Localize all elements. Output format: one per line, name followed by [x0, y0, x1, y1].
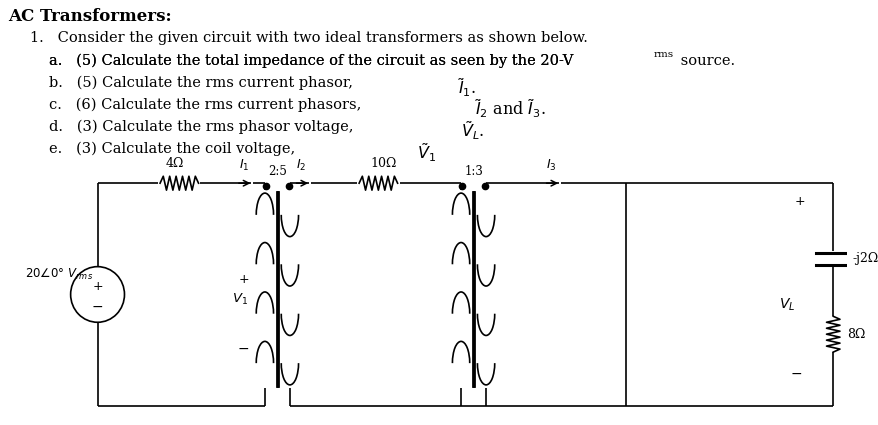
Text: 1:3: 1:3: [464, 165, 483, 178]
Text: −: −: [238, 342, 249, 356]
Text: $I_1$: $I_1$: [238, 158, 248, 173]
Text: -j2Ω: -j2Ω: [852, 252, 878, 265]
Text: c.   (6) Calculate the rms current phasors,: c. (6) Calculate the rms current phasors…: [49, 98, 366, 112]
Text: +: +: [92, 280, 103, 293]
Text: −: −: [790, 367, 802, 381]
Text: 8Ω: 8Ω: [846, 328, 864, 341]
Circle shape: [70, 266, 125, 322]
Text: $\tilde{I}_2$ and $\tilde{I}_3$.: $\tilde{I}_2$ and $\tilde{I}_3$.: [474, 98, 544, 120]
Text: $I_2$: $I_2$: [296, 158, 306, 173]
Text: −: −: [91, 299, 104, 313]
Text: $V_L$: $V_L$: [778, 296, 795, 313]
Text: a.   (5) Calculate the total impedance of the circuit as seen by the 20-V: a. (5) Calculate the total impedance of …: [49, 54, 573, 68]
Text: d.   (3) Calculate the rms phasor voltage,: d. (3) Calculate the rms phasor voltage,: [49, 119, 358, 134]
Text: a.   (5) Calculate the total impedance of the circuit as seen by the 20-V: a. (5) Calculate the total impedance of …: [49, 54, 573, 68]
Text: e.   (3) Calculate the coil voltage,: e. (3) Calculate the coil voltage,: [49, 142, 300, 156]
Text: +: +: [238, 273, 248, 286]
Text: 1.   Consider the given circuit with two ideal transformers as shown below.: 1. Consider the given circuit with two i…: [30, 31, 587, 45]
Text: +: +: [794, 195, 804, 207]
Text: $\tilde{V}_1$: $\tilde{V}_1$: [416, 142, 435, 164]
Text: b.   (5) Calculate the rms current phasor,: b. (5) Calculate the rms current phasor,: [49, 76, 357, 90]
Text: source.: source.: [676, 54, 735, 68]
Text: $\tilde{V}_L$.: $\tilde{V}_L$.: [461, 119, 484, 142]
Text: rms: rms: [652, 50, 673, 59]
Text: $I_3$: $I_3$: [545, 158, 556, 173]
Text: $20\angle0°$ $V_{rms}$: $20\angle0°$ $V_{rms}$: [25, 267, 93, 282]
Text: 10Ω: 10Ω: [370, 157, 396, 170]
Text: 2:5: 2:5: [268, 165, 286, 178]
Text: $\tilde{I}_1$.: $\tilde{I}_1$.: [457, 76, 476, 99]
Text: $V_1$: $V_1$: [232, 292, 248, 307]
Text: 4Ω: 4Ω: [165, 157, 184, 170]
Text: AC Transformers:: AC Transformers:: [8, 8, 171, 25]
